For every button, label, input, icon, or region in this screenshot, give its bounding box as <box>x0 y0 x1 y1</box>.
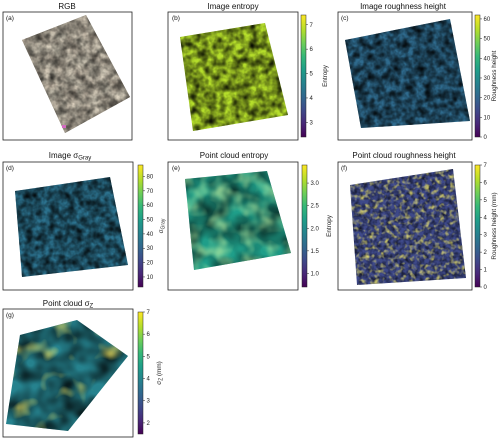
colorbar-tick-label: 6 <box>310 47 314 53</box>
panel-title: Point cloud roughness height <box>352 151 456 160</box>
colorbar <box>300 14 307 138</box>
panel-title: Point cloud entropy <box>200 151 269 160</box>
colorbar <box>474 14 481 138</box>
panel-c: Image roughness height (c) 0 10 20 30 40 50 60… <box>337 2 498 141</box>
colorbar-tick-label: 20 <box>147 261 154 267</box>
colorbar-tick-label: 4 <box>484 215 488 221</box>
colorbar-tick-label: 2 <box>147 421 151 427</box>
colorbar-tick-label: 3 <box>147 399 151 405</box>
colorbar-tick-label: 40 <box>484 56 491 62</box>
colorbar-label: Roughness height (mm) <box>491 192 498 259</box>
colorbar-tick-label: 50 <box>484 37 491 43</box>
colorbar-tick-label: 7 <box>484 163 488 169</box>
colorbar-label: Entropy <box>326 214 333 237</box>
colorbar-tick-label: 20 <box>484 96 491 102</box>
colorbar-tick-label: 30 <box>147 246 154 252</box>
colorbar-label: Roughness height <box>491 50 498 101</box>
colorbar-tick-label: 3.0 <box>311 181 320 187</box>
colorbar <box>137 164 144 288</box>
colorbar-tick-label: 5 <box>484 198 488 204</box>
panel-label: (a) <box>6 15 14 22</box>
colorbar-tick-label: 70 <box>147 189 154 195</box>
panel-label: (f) <box>341 165 347 172</box>
panel-label: (g) <box>6 312 14 319</box>
colorbar-tick-label: 7 <box>147 310 151 316</box>
colorbar-tick-label: 3 <box>310 120 314 126</box>
colorbar-tick-label: 2.5 <box>311 204 320 210</box>
panel-d: Image σGray (d) 10 20 30 40 50 60 70 80 σGray <box>2 151 166 291</box>
panel-title: Image roughness height <box>360 2 447 11</box>
colorbar-tick-label: 2 <box>484 250 488 256</box>
colorbar-tick-label: 2.0 <box>311 226 320 232</box>
colorbar-tick-label: 5 <box>147 354 151 360</box>
colorbar-tick-label: 1.5 <box>311 249 320 255</box>
panel-title: Image σGray <box>49 151 91 162</box>
colorbar-tick-label: 4 <box>147 377 151 383</box>
colorbar-tick-label: 0 <box>484 135 488 141</box>
colorbar-tick-label: 1.0 <box>311 271 320 277</box>
colorbar-tick-label: 40 <box>147 232 154 238</box>
panel-label: (e) <box>172 165 180 172</box>
panel-title: Point cloud σZ <box>43 299 94 310</box>
marker-icon <box>62 125 66 128</box>
panel-label: (d) <box>6 165 14 172</box>
colorbar-tick-label: 5 <box>310 72 314 78</box>
panel-f: Point cloud roughness height (f) 0 1 2 3 4 5 6… <box>337 151 498 291</box>
colorbar-tick-label: 0 <box>484 285 488 291</box>
colorbar <box>301 164 308 288</box>
colorbar-tick-label: 60 <box>484 17 491 23</box>
heatmap <box>15 177 128 277</box>
colorbar-tick-label: 6 <box>147 332 151 338</box>
colorbar-tick-label: 4 <box>310 96 314 102</box>
colorbar-tick-label: 10 <box>147 275 154 281</box>
colorbar-tick-label: 7 <box>310 23 314 29</box>
colorbar <box>137 311 144 435</box>
panel-b: Image entropy (b) 3 4 5 6 7 Entropy <box>167 2 329 141</box>
colorbar-tick-label: 10 <box>484 115 491 121</box>
colorbar-tick-label: 80 <box>147 174 154 180</box>
colorbar-tick-label: 1 <box>484 268 488 274</box>
panel-label: (c) <box>341 15 349 22</box>
panel-e: Point cloud entropy (e) 1.01.52.02.53.0 … <box>167 151 333 291</box>
colorbar-label: σGray <box>158 218 166 233</box>
colorbar-tick-label: 60 <box>147 203 154 209</box>
colorbar <box>474 164 481 288</box>
panel-g: Point cloud σZ (g) 2 3 4 5 6 7 σZ (mm) <box>2 299 164 438</box>
colorbar-label: σZ (mm) <box>156 361 164 384</box>
heatmap <box>345 19 470 128</box>
heatmap <box>350 169 466 285</box>
colorbar-tick-label: 3 <box>484 233 488 239</box>
panel-a: RGB (a) <box>2 2 133 141</box>
colorbar-tick-label: 6 <box>484 180 488 186</box>
panel-title: Image entropy <box>207 2 258 11</box>
panel-label: (b) <box>172 15 180 22</box>
colorbar-tick-label: 50 <box>147 218 154 224</box>
colorbar-tick-label: 30 <box>484 76 491 82</box>
colorbar-label: Entropy <box>322 64 329 87</box>
panel-title: RGB <box>58 2 75 11</box>
